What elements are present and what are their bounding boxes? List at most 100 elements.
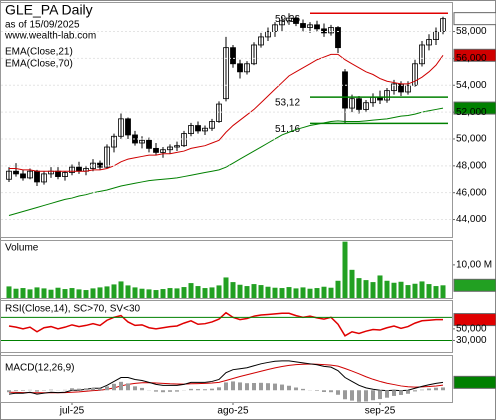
histogram-bar xyxy=(406,390,410,394)
subtitle: as of 15/09/2025 xyxy=(5,20,80,31)
volume-bar xyxy=(349,269,355,298)
volume-bar xyxy=(174,288,180,298)
volume-bar xyxy=(48,289,54,298)
y-tick-label: 54,000 xyxy=(456,80,487,91)
last-value-box xyxy=(453,12,496,26)
volume-bar xyxy=(237,284,243,298)
histogram-bar xyxy=(287,385,291,391)
histogram-bar xyxy=(350,390,354,401)
histogram-bar xyxy=(154,390,158,392)
histogram-bar xyxy=(252,383,256,391)
volume-bar xyxy=(370,282,376,298)
volume-bar xyxy=(412,283,418,298)
x-tick-label: jul-25 xyxy=(59,406,85,417)
volume-bar xyxy=(272,287,278,298)
level-label: 53,12 xyxy=(275,98,300,109)
panel-frame xyxy=(0,300,453,353)
level-label: 51,16 xyxy=(275,124,300,135)
histogram-bar xyxy=(441,387,445,391)
volume-bar xyxy=(62,289,68,298)
last-value-box xyxy=(453,101,496,115)
histogram-bar xyxy=(434,387,438,391)
volume-bar xyxy=(13,288,19,298)
volume-bar xyxy=(384,280,390,298)
histogram-bar xyxy=(14,390,18,392)
histogram-bar xyxy=(7,390,11,393)
histogram-bar xyxy=(84,388,88,391)
volume-bar xyxy=(321,286,327,298)
volume-bar xyxy=(118,281,124,298)
y-tick-label: 50,000 xyxy=(456,324,487,335)
volume-bar xyxy=(125,285,131,298)
histogram-bar xyxy=(126,383,130,391)
histogram-bar xyxy=(357,390,361,402)
volume-bar xyxy=(90,288,96,298)
y-tick-label: 30,000 xyxy=(456,335,487,346)
histogram-bar xyxy=(231,381,235,391)
volume-bar xyxy=(426,284,432,298)
y-tick-label: 52,000 xyxy=(456,107,487,118)
volume-bar xyxy=(132,287,138,298)
macd-line xyxy=(8,360,444,395)
volume-bar xyxy=(433,286,439,298)
volume-bar xyxy=(111,284,117,298)
histogram-bar xyxy=(245,383,249,391)
volume-bar xyxy=(6,286,12,298)
level-label: 59,36 xyxy=(275,14,300,25)
volume-bar xyxy=(146,289,152,298)
histogram-bar xyxy=(224,382,228,391)
histogram-bar xyxy=(280,384,284,391)
histogram-bar xyxy=(392,390,396,396)
volume-bar xyxy=(419,281,425,298)
volume-bar xyxy=(363,280,369,298)
y-tick-label: 48,000 xyxy=(456,160,487,171)
last-value-box xyxy=(453,278,496,292)
histogram-bar xyxy=(322,390,326,393)
volume-bar xyxy=(55,287,61,298)
volume-bar xyxy=(300,287,306,298)
volume-bar xyxy=(335,280,341,298)
histogram-bar xyxy=(259,382,263,391)
volume-bar xyxy=(223,277,229,298)
histogram-bar xyxy=(238,382,242,391)
histogram-bar xyxy=(112,383,116,391)
histogram-bar xyxy=(203,389,207,391)
panel-title: Volume xyxy=(5,243,39,254)
panel-title: RSI(Close,14), SC>70, SV<30 xyxy=(5,304,141,315)
volume-bar xyxy=(69,288,75,298)
legend-entry: EMA(Close,70) xyxy=(5,59,73,70)
histogram-bar xyxy=(266,383,270,391)
histogram-bar xyxy=(77,388,81,391)
volume-bar xyxy=(167,288,173,298)
panel-frame xyxy=(0,355,453,403)
macd-line xyxy=(8,363,444,394)
y-tick-label: 46,000 xyxy=(456,187,487,198)
volume-bar xyxy=(104,286,110,298)
volume-bar xyxy=(97,287,103,298)
histogram-bar xyxy=(399,390,403,395)
volume-bar xyxy=(342,241,348,298)
volume-bar xyxy=(279,288,285,298)
histogram-bar xyxy=(189,388,193,391)
panel-title: MACD(12,26,9) xyxy=(5,363,74,374)
histogram-bar xyxy=(140,387,144,391)
histogram-bar xyxy=(371,390,375,401)
legend-entry: EMA(Close,21) xyxy=(5,47,73,58)
source: www.wealth-lab.com xyxy=(4,31,96,42)
histogram-bar xyxy=(168,390,172,392)
y-tick-label: 44,000 xyxy=(456,214,487,225)
volume-bar xyxy=(440,285,446,298)
histogram-bar xyxy=(175,390,179,392)
volume-bar xyxy=(27,289,33,298)
ema-line xyxy=(9,53,444,172)
y-tick-label: 58,000 xyxy=(456,26,487,37)
volume-bar xyxy=(202,288,208,298)
histogram-bar xyxy=(427,388,431,391)
histogram-bar xyxy=(364,390,368,402)
histogram-bar xyxy=(133,386,137,391)
volume-bar xyxy=(293,288,299,298)
histogram-bar xyxy=(329,390,333,393)
histogram-bar xyxy=(217,387,221,391)
volume-bar xyxy=(181,287,187,298)
